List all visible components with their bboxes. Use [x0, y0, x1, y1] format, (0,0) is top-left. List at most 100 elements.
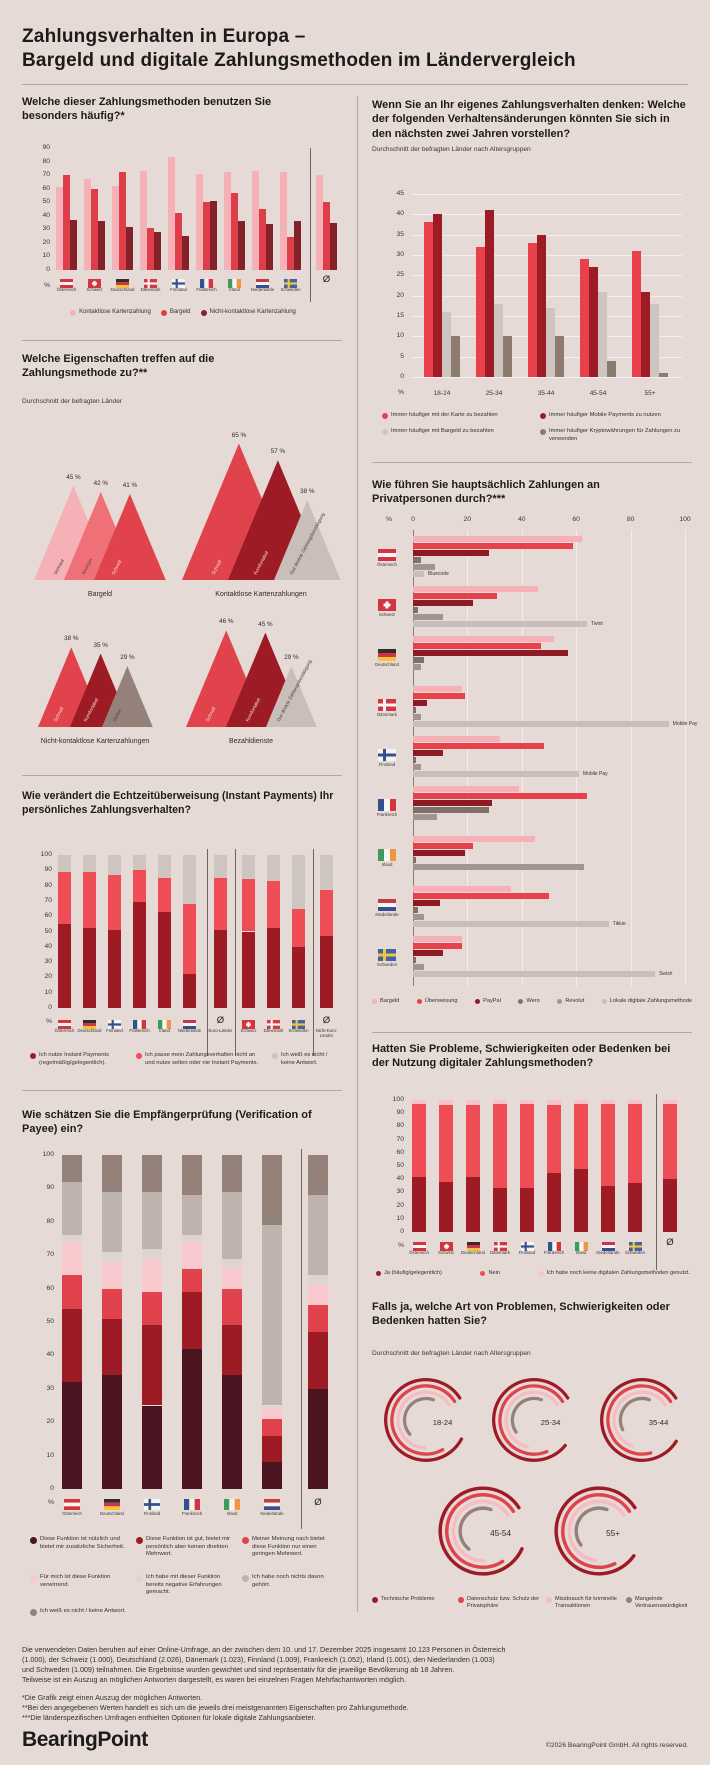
legend-label: Diese Funktion ist gut, bietet mir persö… [146, 1536, 231, 1558]
category-label: Österreich [377, 562, 397, 567]
legend-dot-icon [557, 999, 563, 1004]
flag-france-icon [184, 1497, 200, 1510]
flag-average-icon: Ø [314, 1497, 322, 1508]
bar-segment [439, 1181, 453, 1232]
bar-segment [62, 1181, 82, 1236]
bar-segment [108, 855, 121, 875]
chart-title: Hatten Sie Probleme, Schwierigkeiten ode… [372, 1043, 671, 1070]
bar-segment [413, 770, 579, 777]
flag-germany-icon [466, 1238, 480, 1251]
bar-segment [547, 1100, 561, 1106]
flag-average-icon: Ø [322, 1015, 331, 1026]
chart-instant-payments: Wie verändert die Echtzeitüberweisung (I… [22, 790, 344, 1086]
bar-segment [628, 1103, 642, 1184]
svg-text:18-24: 18-24 [433, 1418, 453, 1427]
flag-netherlands-icon [378, 898, 396, 911]
bar-segment [182, 1291, 202, 1349]
category-label: Finnland [518, 1250, 536, 1255]
y-tick-label: 50 [46, 1318, 54, 1325]
y-tick-label: 30 [396, 1188, 404, 1196]
bar-segment [292, 855, 305, 909]
legend-item: Wero [518, 998, 540, 1005]
bar-segment [214, 877, 227, 930]
bar-segment [413, 570, 424, 577]
average-separator [310, 148, 311, 302]
legend-label: Ja (häufig/gelegentlich) [384, 1270, 442, 1276]
triangle-value-label: 38 % [300, 488, 315, 496]
legend-label: Immer häufiger mit Bargeld zu bezahlen [391, 428, 494, 434]
chart-problems: Hatten Sie Probleme, Schwierigkeiten ode… [372, 1042, 692, 1294]
bar-segment [70, 219, 77, 270]
bar-segment [222, 1268, 242, 1289]
flag-finland-icon [144, 1497, 160, 1510]
bar-segment [547, 1105, 561, 1173]
flag-finland-icon [378, 748, 396, 761]
category-label: Schweiz [378, 612, 395, 617]
y-tick-label: 10 [44, 988, 52, 996]
legend-dot-icon [480, 1271, 486, 1276]
legend-label: Mangelnde Vertrauenswürdigkeit [635, 1596, 688, 1610]
legend-item: Ich habe noch keine digitalen Zahlungsme… [538, 1270, 690, 1277]
bar-segment [547, 1172, 561, 1232]
chart-behavior-change: Wenn Sie an Ihr eigenes Zahlungsverhalte… [372, 98, 692, 446]
bar-segment [308, 1195, 328, 1276]
y-tick-label: 20 [42, 238, 50, 246]
flag-netherlands-icon [183, 1016, 196, 1029]
flag-france-icon [200, 275, 213, 288]
category-label: 18-24 [433, 390, 451, 397]
chart-legend: Kontaktlose Kartenzahlung Bargeld Nicht-ko… [22, 309, 344, 317]
legend-item: Ich weiß es nicht / keine Antwort. [30, 1608, 126, 1616]
legend-item: PayPal [475, 998, 501, 1005]
bar-segment [320, 936, 333, 1008]
bar-segment [168, 157, 175, 270]
legend-dot-icon [200, 310, 207, 316]
legend-item: Ich habe noch nichts davon gehört. [242, 1574, 340, 1589]
bar-segment [154, 232, 161, 270]
bar-segment [142, 1248, 162, 1259]
bar-segment [102, 1288, 122, 1319]
y-tick-label: 40 [396, 210, 404, 218]
bar-segment [62, 1308, 82, 1383]
legend-dot-icon [382, 413, 388, 419]
bar-segment [466, 1105, 480, 1177]
category-label: Euro-Länder [208, 1028, 233, 1033]
triangle-group-label: Nicht-kontaktlose Kartenzahlungen [40, 738, 150, 745]
bar-segment [308, 1332, 328, 1389]
y-tick-label: 70 [396, 1135, 404, 1143]
category-label: Österreich [62, 1511, 82, 1516]
y-tick-label: 50 [396, 1162, 404, 1169]
y-tick-label: 70 [46, 1251, 54, 1259]
bar-segment [294, 221, 301, 270]
legend-dot-icon [540, 429, 546, 435]
y-tick-label: 45 [396, 190, 404, 197]
legend-item-box: Immer häufiger mit der Karte zu bezahlen [382, 412, 532, 420]
bar-segment [58, 855, 71, 872]
svg-text:35-44: 35-44 [649, 1418, 669, 1427]
category-label: Österreich [409, 1250, 429, 1255]
bar-segment [98, 221, 105, 270]
legend-item: Datenschutz bzw. Schutz der Privatsphäre [458, 1596, 542, 1611]
bar-segment [242, 931, 255, 1008]
bar-segment [102, 1375, 122, 1489]
bar-segment [632, 250, 641, 377]
legend-dot-icon [272, 1053, 278, 1059]
flag-germany-icon [83, 1016, 96, 1029]
chart-title: Welche Eigenschaften treffen auf die Zah… [22, 353, 215, 380]
bar-segment [413, 599, 473, 606]
svg-text:25-34: 25-34 [541, 1418, 561, 1427]
bar-segment [413, 892, 549, 900]
bar-segment [280, 172, 287, 270]
y-tick-label: 0 [400, 373, 404, 380]
y-tick-label: 0 [48, 1004, 52, 1011]
bar-segment [203, 202, 210, 270]
y-tick-label: 100 [42, 1151, 54, 1158]
bar-segment [413, 663, 422, 670]
average-separator [301, 1149, 302, 1529]
category-label: Finnland [143, 1511, 161, 1516]
category-label: Schweden [280, 287, 301, 292]
bar-segment [659, 372, 668, 377]
legend-dot-icon [376, 1271, 381, 1276]
legend-dot-icon [458, 1597, 464, 1603]
flag-finland-icon [108, 1016, 121, 1029]
bar-segment [320, 890, 333, 937]
